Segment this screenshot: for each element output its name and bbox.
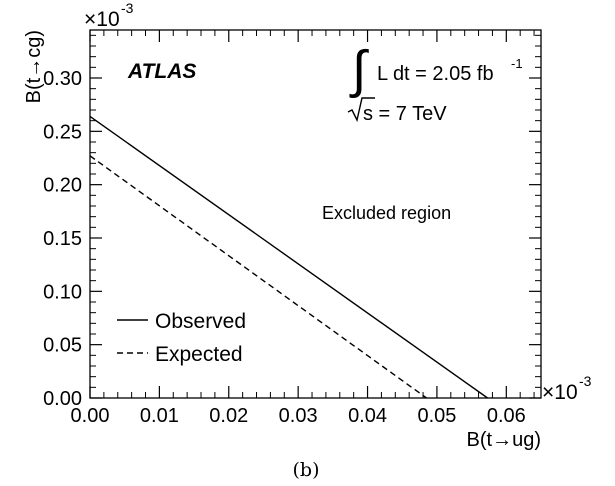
y-multiplier: ×10 -3 bbox=[84, 0, 134, 31]
x-tick-label: 0.06 bbox=[487, 405, 526, 427]
legend-observed-label: Observed bbox=[155, 310, 246, 333]
y-tick-label: 0.25 bbox=[43, 121, 82, 143]
figure-caption: (b) bbox=[293, 459, 320, 481]
series-observed-line bbox=[89, 115, 488, 399]
y-tick-label: 0.10 bbox=[43, 281, 82, 303]
excluded-region-label: Excluded region bbox=[322, 203, 451, 223]
luminosity-exponent: -1 bbox=[511, 56, 523, 71]
x-tick-label: 0.03 bbox=[279, 405, 318, 427]
y-multiplier-exponent: -3 bbox=[121, 0, 134, 16]
legend-expected-label: Expected bbox=[155, 343, 243, 366]
series-expected-line bbox=[89, 155, 427, 399]
x-tick-label: 0.01 bbox=[140, 405, 179, 427]
x-multiplier: ×10 -3 bbox=[542, 373, 592, 404]
y-tick-label: 0.05 bbox=[43, 335, 82, 357]
y-tick-label: 0.30 bbox=[43, 68, 82, 90]
y-axis: 0.00 0.05 0.10 0.15 0.20 0.25 0.30 bbox=[43, 34, 541, 410]
y-axis-label: B(t→cg) bbox=[23, 30, 45, 103]
y-tick-label: 0.20 bbox=[43, 175, 82, 197]
x-axis-label: B(t→ug) bbox=[467, 429, 541, 451]
y-tick-label: 0.15 bbox=[43, 228, 82, 250]
x-multiplier-exponent: -3 bbox=[579, 373, 592, 389]
legend: Observed Expected bbox=[117, 310, 246, 366]
x-tick-label: 0.02 bbox=[209, 405, 248, 427]
energy-label: s = 7 TeV bbox=[363, 103, 447, 125]
plot-frame bbox=[89, 29, 542, 399]
integral-sign: ∫ bbox=[349, 41, 369, 99]
x-tick-label: 0.04 bbox=[348, 405, 387, 427]
luminosity-label: L dt = 2.05 fb bbox=[377, 63, 494, 85]
y-tick-label: 0.00 bbox=[43, 388, 82, 410]
y-multiplier-base: ×10 bbox=[84, 8, 120, 31]
series-lines bbox=[89, 115, 488, 399]
x-tick-label: 0.00 bbox=[71, 405, 110, 427]
x-tick-label: 0.05 bbox=[417, 405, 456, 427]
x-multiplier-base: ×10 bbox=[542, 381, 578, 404]
sqrt-sign bbox=[347, 97, 375, 123]
atlas-label: ATLAS bbox=[127, 60, 196, 83]
x-axis: 0.00 0.01 0.02 0.03 0.04 0.05 0.06 bbox=[71, 30, 535, 427]
